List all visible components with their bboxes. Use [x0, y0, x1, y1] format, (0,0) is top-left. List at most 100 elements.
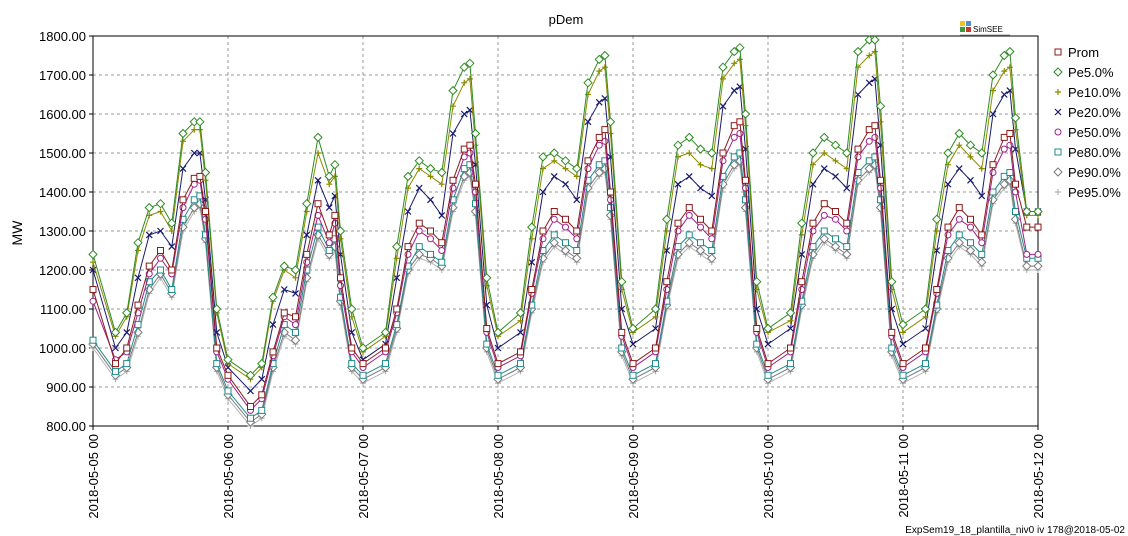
data-point [618, 344, 626, 352]
data-point [978, 192, 986, 200]
x-tick-label: 2018-05-06 00 [221, 434, 236, 519]
data-point [449, 130, 457, 137]
logo-text: SimSEE [973, 25, 1003, 34]
data-point [414, 249, 424, 260]
data-point [1022, 261, 1032, 271]
data-point [764, 340, 772, 348]
data-point [269, 348, 277, 356]
legend-label: Pe95.0% [1068, 185, 1121, 200]
data-point [820, 165, 828, 173]
data-point [932, 214, 942, 225]
data-point [190, 149, 198, 157]
simsee-logo: SimSEE [960, 21, 1010, 36]
data-point [899, 340, 907, 348]
data-point [830, 241, 841, 252]
data-point [1023, 250, 1031, 258]
data-point [1006, 64, 1013, 71]
data-point [707, 253, 717, 264]
y-tick-label: 1200.00 [39, 263, 86, 278]
legend-marker [1054, 128, 1062, 136]
data-point [809, 219, 817, 227]
x-tick-label: 2018-05-07 00 [356, 434, 371, 519]
data-point [258, 406, 266, 414]
data-point [179, 165, 187, 173]
data-point [854, 153, 862, 161]
data-point [560, 245, 571, 256]
data-point [539, 247, 547, 254]
data-point [292, 328, 299, 336]
data-point [517, 348, 524, 356]
legend-label: Pe80.0% [1068, 145, 1121, 160]
data-point [245, 370, 256, 381]
data-point [404, 243, 412, 251]
data-point [787, 317, 794, 324]
data-point [123, 344, 131, 352]
data-point [865, 126, 873, 134]
data-point [730, 87, 738, 95]
x-tick-label: 2018-05-12 00 [1031, 434, 1046, 519]
data-point [112, 367, 119, 375]
data-point [978, 165, 985, 172]
data-point [326, 181, 333, 188]
data-point [573, 196, 581, 204]
data-point [292, 321, 299, 329]
data-point [1000, 145, 1008, 153]
y-tick-label: 800.00 [46, 419, 86, 434]
data-point [652, 360, 659, 368]
data-point [899, 371, 907, 379]
data-point [601, 64, 608, 71]
data-point [865, 79, 873, 87]
data-point [965, 245, 976, 256]
data-point [787, 325, 794, 332]
data-point [325, 247, 333, 254]
data-point [437, 167, 447, 178]
data-point [1000, 91, 1008, 98]
y-tick-label: 1000.00 [39, 341, 86, 356]
data-point [247, 414, 254, 422]
data-point [870, 35, 880, 45]
data-point [157, 247, 164, 254]
data-point [359, 371, 367, 379]
data-point [380, 327, 391, 338]
data-point [1005, 46, 1015, 57]
data-point [821, 150, 828, 156]
footer-text: ExpSem19_18_plantilla_niv0 iv 178@2018-0… [905, 525, 1125, 536]
data-point [830, 140, 841, 150]
data-point [607, 130, 614, 137]
data-point [416, 165, 423, 172]
data-point [134, 321, 142, 329]
data-point [168, 243, 176, 251]
data-point [279, 261, 289, 271]
y-tick-label: 1300.00 [39, 224, 86, 239]
data-point [719, 157, 727, 165]
data-point [955, 165, 963, 173]
data-point [494, 344, 502, 352]
data-point [944, 180, 952, 188]
x-axis-ticks: 2018-05-05 00 2018-05-06 00 2018-05-07 00 2… [86, 426, 1046, 519]
data-point [989, 169, 997, 176]
data-point [877, 176, 884, 184]
data-point [832, 157, 839, 164]
data-point [708, 227, 716, 235]
data-point [550, 231, 558, 239]
data-point [551, 157, 558, 164]
legend-label: Prom [1068, 45, 1099, 60]
data-point [955, 215, 963, 223]
y-axis-label: MW [9, 220, 25, 246]
data-point [268, 292, 278, 303]
data-point [735, 42, 745, 53]
data-point [190, 196, 198, 204]
data-point [977, 148, 987, 158]
data-point [1006, 141, 1014, 149]
data-point [560, 156, 571, 166]
data-point [954, 237, 964, 248]
data-point [438, 239, 446, 247]
data-point [493, 327, 503, 338]
data-point [257, 358, 267, 369]
data-point [1033, 261, 1043, 271]
data-point [179, 196, 187, 204]
legend-label: Pe50.0% [1068, 125, 1121, 140]
data-point [752, 276, 762, 287]
data-point [189, 202, 199, 213]
data-point [134, 301, 142, 309]
